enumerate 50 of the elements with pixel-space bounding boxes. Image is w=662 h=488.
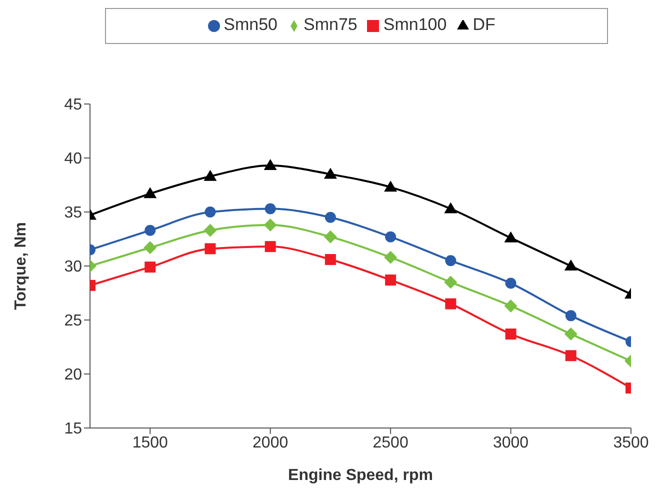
point (385, 231, 396, 242)
point (204, 243, 216, 254)
y-axis-title: Torque, Nm (12, 222, 30, 310)
point (324, 168, 337, 179)
point (445, 298, 456, 310)
point (204, 206, 216, 218)
point (505, 278, 516, 289)
point (264, 241, 276, 252)
y-tick-label: 45 (64, 96, 82, 114)
y-tick-label: 20 (64, 366, 82, 384)
y-tick-label: 25 (64, 312, 82, 330)
point (505, 328, 516, 340)
point (264, 203, 276, 214)
point (324, 254, 336, 266)
legend-label: Smn50 (224, 15, 278, 34)
x-tick-label: 3500 (613, 434, 649, 452)
point (324, 230, 337, 244)
legend-label: Smn100 (383, 15, 447, 34)
point (144, 241, 157, 254)
point (204, 224, 217, 237)
point (504, 299, 518, 312)
point (564, 260, 578, 270)
point (384, 180, 398, 192)
point (264, 218, 277, 232)
legend-label: Smn75 (304, 15, 358, 34)
point (504, 231, 518, 242)
point (324, 212, 336, 223)
x-tick-label: 3000 (492, 434, 529, 452)
point (564, 328, 578, 341)
point (264, 159, 277, 170)
point (444, 276, 458, 289)
y-tick-label: 40 (64, 150, 82, 168)
point (445, 255, 456, 266)
point (204, 170, 217, 181)
y-tick-label: 15 (64, 420, 82, 438)
point (384, 250, 398, 264)
point (385, 274, 396, 286)
x-tick-label: 2500 (372, 434, 408, 452)
point (444, 202, 458, 214)
legend-label: DF (472, 15, 496, 34)
x-tick-label: 1500 (132, 434, 168, 452)
point (144, 262, 156, 273)
point (565, 310, 576, 322)
x-tick-label: 2000 (252, 434, 288, 452)
point (565, 350, 576, 362)
y-tick-label: 35 (64, 204, 82, 222)
y-tick-label: 30 (64, 258, 82, 276)
x-axis-title: Engine Speed, rpm (288, 467, 433, 484)
point (144, 224, 156, 236)
point (144, 187, 157, 198)
